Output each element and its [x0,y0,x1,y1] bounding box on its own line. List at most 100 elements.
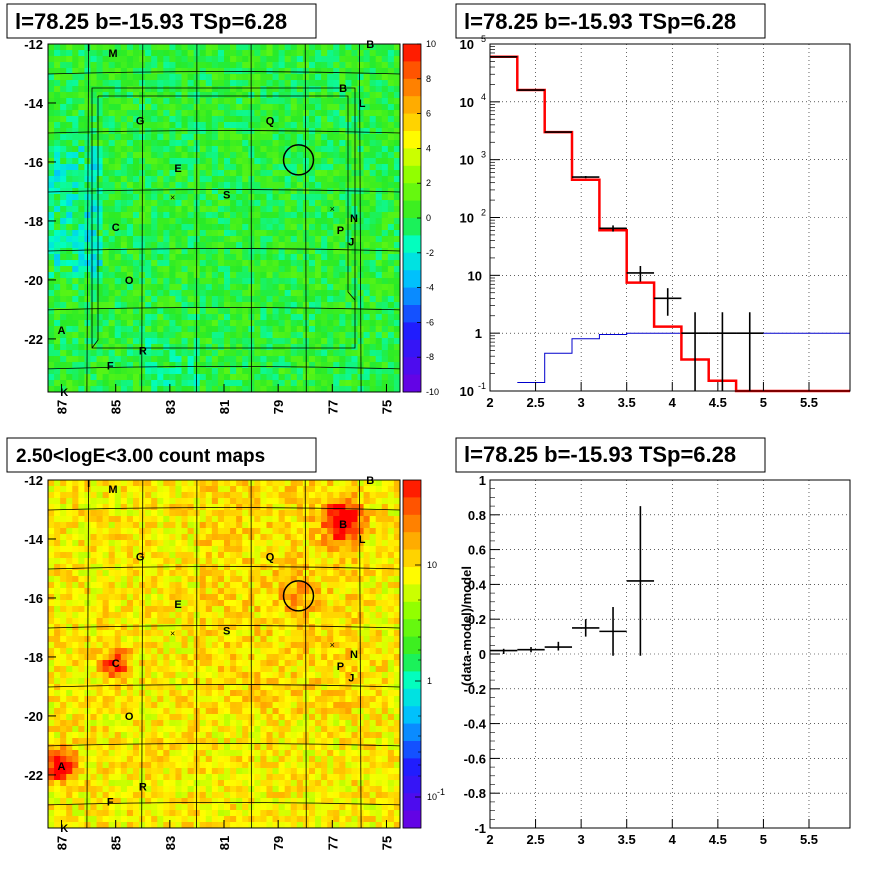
source-label: J [348,237,354,249]
map-pixel [169,516,176,523]
map-pixel [181,594,188,601]
map-pixel [224,594,231,601]
map-pixel [211,618,219,625]
map-pixel [369,242,377,249]
map-pixel [224,320,231,327]
map-pixel [278,386,286,393]
map-pixel [369,308,377,315]
map-pixel [60,146,67,153]
map-pixel [315,486,322,493]
map-pixel [187,44,195,51]
map-pixel [145,206,152,213]
map-pixel [375,338,383,345]
map-pixel [236,140,243,147]
map-pixel [211,380,219,387]
map-pixel [242,104,249,111]
map-pixel [169,224,176,231]
map-pixel [145,516,152,523]
map-pixel [284,80,292,87]
map-pixel [72,128,79,135]
map-pixel [272,218,280,225]
map-pixel [114,266,122,273]
map-pixel [272,480,280,487]
map-pixel [369,362,377,369]
map-pixel [393,350,401,357]
map-pixel [145,266,152,273]
map-pixel [169,206,176,213]
map-pixel [145,44,152,51]
map-pixel [145,230,152,237]
map-pixel [78,558,85,565]
map-pixel [308,380,316,387]
map-pixel [157,480,164,487]
map-pixel [363,338,371,345]
map-pixel [175,260,182,267]
map-pixel [211,188,219,195]
map-pixel [108,498,116,505]
map-pixel [290,110,298,117]
map-pixel [321,230,328,237]
map-pixel [199,594,207,601]
map-pixel [205,74,213,81]
map-pixel [272,308,280,315]
map-pixel [199,320,207,327]
coordinate-grid [47,43,401,393]
map-pixel [60,296,67,303]
map-pixel [187,314,195,321]
map-pixel [163,86,170,93]
map-pixel [108,272,116,279]
map-pixel [266,380,273,387]
map-pixel [224,332,231,339]
map-pixel [315,386,322,393]
map-pixel [308,492,316,499]
map-pixel [66,528,73,535]
map-pixel [333,540,340,547]
map-pixel [60,68,67,75]
map-pixel [296,600,304,607]
map-pixel [163,570,170,577]
map-pixel [139,74,146,81]
map-pixel [224,104,231,111]
map-pixel [242,260,249,267]
map-pixel [308,200,316,207]
map-pixel [393,558,401,565]
cross-marker: × [330,204,335,214]
map-pixel [102,44,110,51]
map-pixel [254,176,261,183]
map-pixel [236,356,243,363]
map-pixel [302,510,310,517]
map-pixel [296,534,304,541]
map-pixel [357,104,364,111]
map-pixel [181,356,188,363]
source-label: R [139,346,147,358]
map-pixel [242,176,249,183]
map-pixel [114,368,122,375]
map-pixel [157,68,164,75]
map-pixel [363,528,371,535]
map-pixel [266,558,273,565]
map-pixel [199,242,207,249]
map-pixel [381,116,389,123]
map-pixel [242,188,249,195]
map-pixel [369,350,377,357]
map-pixel [108,320,116,327]
map-pixel [363,540,371,547]
map-pixel [66,152,73,159]
map-pixel [211,224,219,231]
map-pixel [381,362,389,369]
map-pixel [308,314,316,321]
map-pixel [187,368,195,375]
map-pixel [339,528,346,535]
map-pixel [387,194,395,201]
map-pixel [199,200,207,207]
map-pixel [339,516,346,523]
map-pixel [242,534,249,541]
map-pixel [321,266,328,273]
map-pixel [242,80,249,87]
map-pixel [290,498,298,505]
map-pixel [236,320,243,327]
colorbar-tick-label: 2 [426,178,431,188]
map-pixel [114,480,122,487]
map-pixel [393,492,401,499]
map-pixel [321,188,328,195]
